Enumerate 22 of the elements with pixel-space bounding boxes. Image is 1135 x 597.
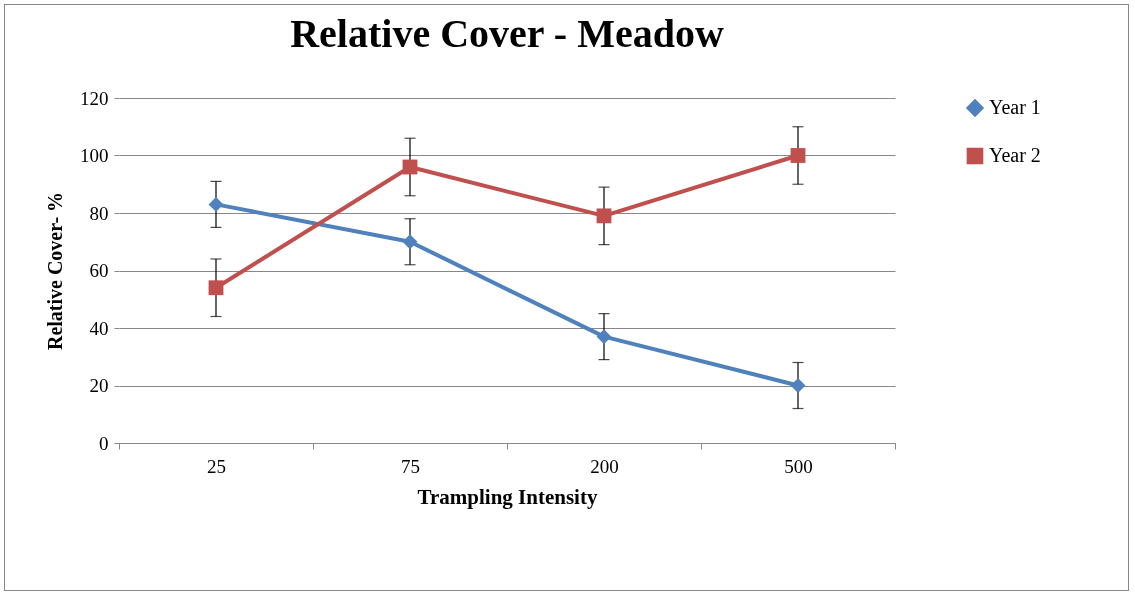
legend-label: Year 1 (989, 96, 1041, 118)
point (208, 196, 224, 212)
y-tick-label: 80 (89, 202, 109, 224)
point (790, 148, 806, 163)
x-tick-label: 25 (207, 455, 226, 477)
y-tick-label: 100 (80, 145, 109, 166)
point (596, 208, 612, 224)
x-tick-label: 200 (590, 455, 619, 477)
point (402, 234, 418, 250)
y-tick-label: 40 (89, 317, 109, 339)
x-axis-title: Trampling Intensity (417, 484, 598, 509)
y-tick-label: 0 (99, 432, 109, 454)
y-tick-label: 60 (89, 260, 109, 281)
y-tick-label: 20 (89, 375, 109, 396)
legend-label: Year 2 (989, 144, 1041, 166)
x-tick-label: 75 (401, 455, 420, 477)
chart-title: Relative Cover - Meadow (290, 11, 724, 56)
y-axis-title: Relative Cover- % (44, 191, 66, 351)
point (596, 329, 612, 345)
y-tick-label: 120 (80, 87, 109, 109)
point (208, 280, 224, 296)
x-tick-label: 500 (784, 455, 813, 477)
